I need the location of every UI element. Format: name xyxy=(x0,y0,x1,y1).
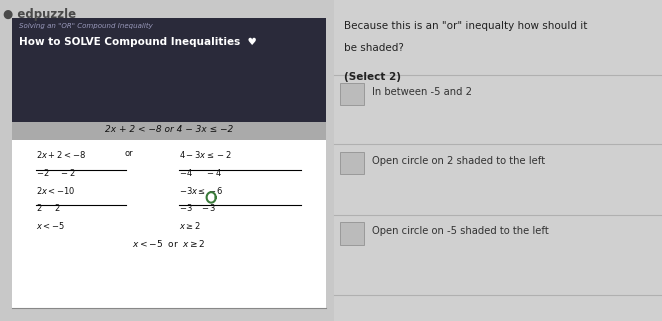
Text: $2x + 2 < -8$: $2x + 2 < -8$ xyxy=(36,149,87,160)
Text: $x < -5$  or  $x \geq 2$: $x < -5$ or $x \geq 2$ xyxy=(132,238,206,248)
Text: $-3 \quad -3$: $-3 \quad -3$ xyxy=(179,202,216,213)
Text: $x < -5$: $x < -5$ xyxy=(36,220,66,231)
Text: -5: -5 xyxy=(34,295,42,304)
Text: $2x < -10$: $2x < -10$ xyxy=(36,185,76,195)
Text: 1: 1 xyxy=(195,295,199,304)
Text: 3: 3 xyxy=(248,295,252,304)
Text: ● edpuzzle: ● edpuzzle xyxy=(3,8,76,21)
Text: $-2 \quad\; -2$: $-2 \quad\; -2$ xyxy=(36,167,76,178)
Text: 0: 0 xyxy=(168,295,173,304)
Circle shape xyxy=(32,281,43,288)
Text: $-3x \leq -6$: $-3x \leq -6$ xyxy=(179,185,223,195)
Text: Open circle on -5 shaded to the left: Open circle on -5 shaded to the left xyxy=(372,226,549,236)
Text: $x \geq 2$: $x \geq 2$ xyxy=(179,220,201,231)
Text: In between -5 and 2: In between -5 and 2 xyxy=(372,87,472,97)
Text: -2: -2 xyxy=(114,295,121,304)
Circle shape xyxy=(218,281,229,288)
Text: Because this is an "or" inequalty how should it: Because this is an "or" inequalty how sh… xyxy=(344,21,588,31)
Text: 5: 5 xyxy=(301,295,306,304)
Text: -4: -4 xyxy=(60,295,68,304)
Text: Open circle on 2 shaded to the left: Open circle on 2 shaded to the left xyxy=(372,156,545,166)
Text: 2x + 2 < −8 or 4 − 3x ≤ −2: 2x + 2 < −8 or 4 − 3x ≤ −2 xyxy=(105,125,233,134)
Text: How to SOLVE Compound Inequalities  ♥: How to SOLVE Compound Inequalities ♥ xyxy=(19,37,256,47)
Text: $-4 \qquad\!\! -4$: $-4 \qquad\!\! -4$ xyxy=(179,167,222,178)
Text: 2: 2 xyxy=(221,295,226,304)
Text: $4 - 3x \leq -2$: $4 - 3x \leq -2$ xyxy=(179,149,232,160)
Text: -3: -3 xyxy=(87,295,95,304)
Text: (Select 2): (Select 2) xyxy=(344,72,401,82)
Text: Solving an "OR" Compound Inequality: Solving an "OR" Compound Inequality xyxy=(19,23,152,29)
Text: or: or xyxy=(124,149,134,158)
Text: be shaded?: be shaded? xyxy=(344,43,404,53)
Text: 4: 4 xyxy=(274,295,279,304)
Text: -1: -1 xyxy=(140,295,148,304)
Text: $2 \quad\;\; 2$: $2 \quad\;\; 2$ xyxy=(36,202,61,213)
